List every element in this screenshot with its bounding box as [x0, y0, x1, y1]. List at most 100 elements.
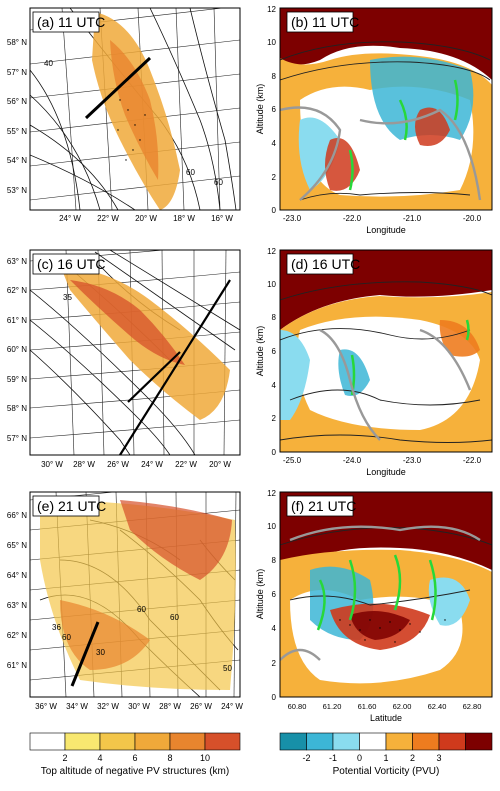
cross-section-line-a	[84, 56, 152, 120]
map-panel-c: (c) 16 UTC 35 57° N 58° N 59° N 60° N 61…	[7, 249, 241, 469]
lon-tick: 24° W	[221, 702, 243, 711]
lat-tick: 62° N	[7, 286, 27, 295]
colorbar-tick: 6	[132, 753, 137, 763]
y-tick: 12	[267, 247, 276, 256]
map-panel-a: (a) 11 UTC 40 60 60 53° N 54° N 55° N 56…	[7, 7, 241, 223]
map-e-content	[30, 492, 240, 697]
y-tick: 8	[272, 556, 277, 565]
lon-tick: 26° W	[107, 460, 129, 469]
lon-tick: 24° W	[59, 214, 81, 223]
contour-label: 60	[170, 613, 179, 622]
colorbar-tick: 3	[436, 753, 441, 763]
lat-tick: 61° N	[7, 316, 27, 325]
contour-label: 60	[186, 168, 195, 177]
section-d-contours	[280, 281, 492, 443]
lat-tick: 61° N	[7, 661, 27, 670]
lon-tick: 28° W	[73, 460, 95, 469]
lat-tick: 63° N	[7, 257, 27, 266]
section-d-content	[280, 250, 492, 452]
panel-b-y-ticks: 0 2 4 6 8 10 12	[267, 5, 276, 215]
y-tick: 0	[272, 448, 277, 457]
x-tick: 60.80	[288, 702, 307, 711]
x-tick: -20.0	[463, 214, 482, 223]
y-tick: 12	[267, 5, 276, 14]
section-f-content	[280, 492, 492, 697]
x-tick: -22.0	[463, 456, 482, 465]
colorbar-swatch	[204, 732, 241, 751]
section-d-grey	[319, 328, 472, 441]
panel-a-lon-ticks: 24° W 22° W 20° W 18° W 16° W	[59, 214, 233, 223]
panel-b-xlabel: Longitude	[366, 225, 406, 235]
colorbar-swatch	[306, 732, 334, 751]
pv-cyan-b2	[298, 117, 340, 190]
lat-tick: 65° N	[7, 541, 27, 550]
lat-tick: 62° N	[7, 631, 27, 640]
colorbar-tick: 0	[357, 753, 362, 763]
colorbar-swatch	[134, 732, 171, 751]
panel-c-label-box	[32, 253, 100, 275]
lat-tick: 53° N	[7, 186, 27, 195]
map-c-lines	[119, 279, 231, 455]
lon-tick: 22° W	[175, 460, 197, 469]
x-tick: -21.0	[403, 214, 422, 223]
lon-tick: 30° W	[128, 702, 150, 711]
section-panel-f: (f) 21 UTC 0 2 4 6 8 10 12 60.80 61.20 6…	[255, 489, 493, 723]
lat-tick: 66° N	[7, 511, 27, 520]
section-b-green	[348, 79, 459, 191]
panel-b-label-box	[286, 11, 354, 33]
panel-e-lat-ticks: 61° N 62° N 63° N 64° N 65° N 66° N	[7, 511, 27, 670]
y-tick: 8	[272, 313, 277, 322]
panel-d-ylabel: Altitude (km)	[255, 326, 265, 377]
colorbar-left: 2 4 6 8 10	[29, 732, 241, 763]
y-tick: 0	[272, 206, 277, 215]
panel-c-label: (c) 16 UTC	[37, 256, 105, 272]
lat-tick: 63° N	[7, 601, 27, 610]
y-tick: 12	[267, 489, 276, 498]
map-c-content	[30, 250, 240, 455]
colorbar-swatch	[438, 732, 466, 751]
colorbar-swatch	[29, 732, 66, 751]
y-tick: 10	[267, 522, 276, 531]
colorbar-swatch	[359, 732, 387, 751]
lat-tick: 64° N	[7, 571, 27, 580]
panel-c-lon-ticks: 30° W 28° W 26° W 24° W 22° W 20° W	[41, 460, 231, 469]
pv-cyan-b	[370, 56, 474, 140]
contour-label: 36	[52, 623, 61, 632]
section-b-grey	[280, 106, 482, 201]
panel-b-x-ticks: -23.0 -22.0 -21.0 -20.0	[283, 214, 482, 223]
lat-tick: 57° N	[7, 434, 27, 443]
x-tick: -23.0	[403, 456, 422, 465]
map-a-dots	[117, 99, 146, 161]
contour-label: 30	[96, 648, 105, 657]
x-tick: -22.0	[343, 214, 362, 223]
y-tick: 4	[272, 381, 277, 390]
lat-tick: 59° N	[7, 375, 27, 384]
colorbar-left-title: Top altitude of negative PV structures (…	[41, 766, 229, 777]
lon-tick: 28° W	[159, 702, 181, 711]
x-tick: 62.40	[428, 702, 447, 711]
lon-tick: 16° W	[211, 214, 233, 223]
colorbar-swatch	[64, 732, 101, 751]
contour-label: 40	[44, 59, 53, 68]
section-f-green	[316, 554, 437, 631]
y-tick: 2	[272, 173, 277, 182]
panel-d-label: (d) 16 UTC	[291, 256, 360, 272]
cross-section-line-e	[70, 621, 100, 687]
lat-tick: 54° N	[7, 156, 27, 165]
panel-a-lat-ticks: 53° N 54° N 55° N 56° N 57° N 58° N	[7, 38, 27, 195]
panel-f-x-ticks: 60.80 61.20 61.60 62.00 62.40 62.80	[288, 702, 482, 711]
x-tick: 62.80	[463, 702, 482, 711]
y-tick: 4	[272, 139, 277, 148]
colorbar-swatch	[279, 732, 307, 751]
lon-tick: 26° W	[190, 702, 212, 711]
panel-f-xlabel: Latitude	[370, 713, 402, 723]
contour-label: 35	[63, 293, 72, 302]
lon-tick: 22° W	[97, 214, 119, 223]
section-b-contours	[280, 41, 491, 201]
panel-d-y-ticks: 0 2 4 6 8 10 12	[267, 247, 276, 457]
x-tick: -24.0	[343, 456, 362, 465]
lon-tick: 20° W	[209, 460, 231, 469]
colorbar-swatch	[332, 732, 360, 751]
lon-tick: 30° W	[41, 460, 63, 469]
colorbar-swatch	[385, 732, 413, 751]
